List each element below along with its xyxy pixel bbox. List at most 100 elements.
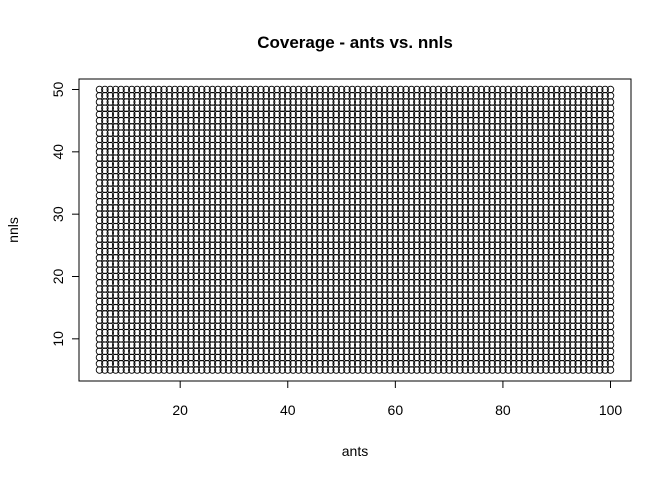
- data-point: [117, 85, 125, 94]
- data-point: [359, 85, 367, 94]
- y-tick-label: 20: [50, 269, 66, 285]
- data-point: [536, 85, 545, 94]
- data-point: [396, 85, 405, 94]
- data-point: [214, 85, 222, 94]
- data-point: [257, 85, 265, 94]
- y-tick-label: 50: [50, 82, 66, 98]
- data-point: [391, 85, 400, 94]
- data-point: [375, 85, 383, 94]
- data-point: [122, 85, 131, 94]
- data-point: [251, 85, 260, 94]
- x-axis-label: ants: [342, 443, 368, 459]
- data-point: [181, 85, 190, 94]
- data-point: [590, 85, 599, 94]
- y-axis-label: nnls: [5, 217, 21, 243]
- data-point: [547, 85, 556, 94]
- data-point: [353, 85, 362, 94]
- data-point: [423, 85, 432, 94]
- data-point: [483, 85, 491, 94]
- data-point: [321, 85, 330, 94]
- data-point: [235, 85, 244, 94]
- data-point: [300, 85, 308, 94]
- data-point: [574, 85, 582, 94]
- data-point: [606, 85, 615, 94]
- data-point: [128, 85, 136, 94]
- data-point: [445, 85, 453, 94]
- data-point: [456, 85, 464, 94]
- chart-title: Coverage - ants vs. nnls: [257, 33, 453, 52]
- data-point: [493, 85, 502, 94]
- data-point: [267, 85, 276, 94]
- data-point: [240, 85, 249, 94]
- data-point: [526, 85, 534, 94]
- data-point: [364, 85, 373, 94]
- data-point: [95, 85, 104, 94]
- x-tick-label: 60: [388, 402, 404, 418]
- data-point: [337, 85, 346, 94]
- data-point: [520, 85, 529, 94]
- data-point: [176, 85, 184, 94]
- data-point: [284, 85, 292, 94]
- data-point: [165, 85, 174, 94]
- data-point: [316, 85, 324, 94]
- data-point: [515, 85, 523, 94]
- data-point: [343, 85, 351, 94]
- data-point: [327, 85, 335, 94]
- data-point: [154, 85, 163, 94]
- data-point: [450, 85, 459, 94]
- data-point: [310, 85, 319, 94]
- data-point: [348, 85, 357, 94]
- data-point: [197, 85, 206, 94]
- data-point: [370, 85, 378, 94]
- data-point: [289, 85, 297, 94]
- x-tick-label: 20: [172, 402, 188, 418]
- data-point: [413, 85, 421, 94]
- data-point: [499, 85, 507, 94]
- data-point: [224, 85, 233, 94]
- y-tick-label: 30: [50, 206, 66, 222]
- data-point: [402, 85, 410, 94]
- data-point: [138, 85, 147, 94]
- data-point: [509, 85, 518, 94]
- data-point: [542, 85, 550, 94]
- data-point: [149, 85, 158, 94]
- x-tick-label: 100: [599, 402, 623, 418]
- y-tick-label: 40: [50, 144, 66, 160]
- data-points: [95, 85, 615, 374]
- data-point: [595, 85, 604, 94]
- data-point: [601, 85, 609, 94]
- data-point: [332, 85, 340, 94]
- data-point: [488, 85, 496, 94]
- data-point: [585, 85, 593, 94]
- data-point: [101, 85, 109, 94]
- data-point: [558, 85, 566, 94]
- data-point: [171, 85, 179, 94]
- data-point: [192, 85, 201, 94]
- data-point: [230, 85, 238, 94]
- data-point: [273, 85, 281, 94]
- data-point: [278, 85, 287, 94]
- data-point: [208, 85, 217, 94]
- data-point: [461, 85, 470, 94]
- data-point: [434, 85, 443, 94]
- y-tick-label: 10: [50, 331, 66, 347]
- data-point: [262, 85, 271, 94]
- data-point: [466, 85, 475, 94]
- data-point: [429, 85, 437, 94]
- data-point: [160, 85, 168, 94]
- data-point: [563, 85, 572, 94]
- x-axis: 20 40 60 80 100: [172, 380, 623, 418]
- data-point: [144, 85, 152, 94]
- data-point: [305, 85, 314, 94]
- data-point: [440, 85, 448, 94]
- data-point: [386, 85, 394, 94]
- data-point: [294, 85, 303, 94]
- data-point: [203, 85, 211, 94]
- data-point: [133, 85, 141, 94]
- data-point: [504, 85, 513, 94]
- data-point: [246, 85, 254, 94]
- data-point: [472, 85, 480, 94]
- data-point: [111, 85, 120, 94]
- data-point: [579, 85, 588, 94]
